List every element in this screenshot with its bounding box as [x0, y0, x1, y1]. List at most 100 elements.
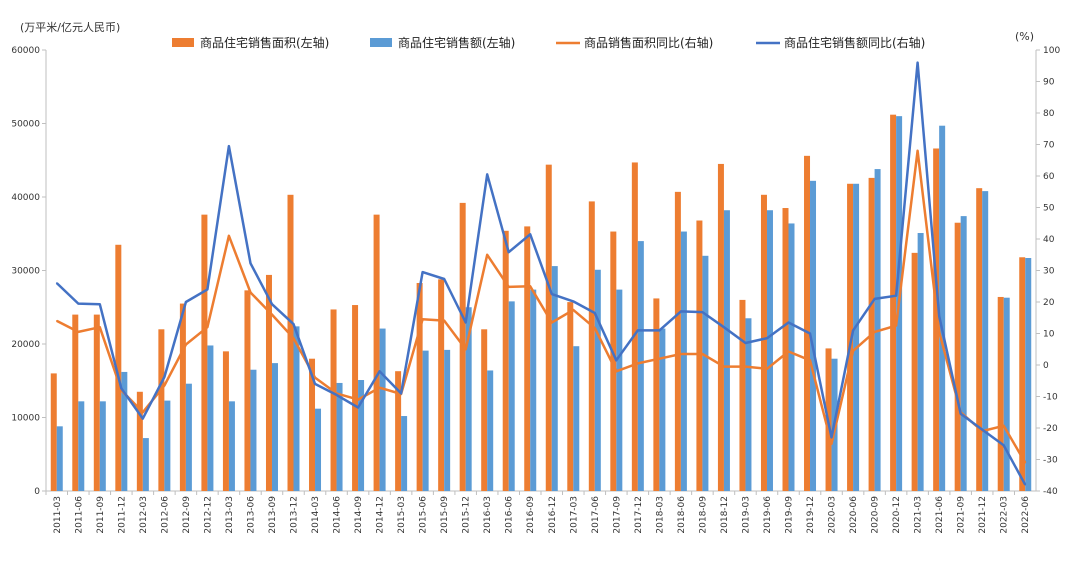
legend-item-4: 商品住宅销售额同比(右轴)	[756, 35, 925, 50]
data-point	[615, 359, 618, 362]
bar	[250, 369, 257, 491]
data-point	[464, 321, 467, 324]
right-tick-label: 0	[1043, 361, 1049, 371]
data-point	[916, 61, 919, 64]
data-point	[637, 329, 639, 332]
x-tick-label: 2017-12	[634, 496, 644, 534]
data-point	[895, 294, 897, 297]
right-tick-label: 40	[1043, 235, 1055, 245]
data-point	[873, 298, 876, 300]
bar	[265, 274, 272, 491]
bar	[616, 289, 623, 491]
x-tick-label: 2011-03	[53, 496, 63, 534]
data-point	[507, 286, 510, 288]
x-tick-label: 2019-03	[741, 496, 751, 534]
data-point	[378, 386, 381, 389]
data-point	[658, 329, 661, 332]
bar	[222, 351, 229, 491]
x-tick-label: 2011-12	[117, 496, 127, 534]
data-point	[1024, 483, 1027, 486]
bar	[179, 303, 186, 491]
data-point	[916, 150, 919, 152]
bar	[911, 252, 918, 491]
bar	[1003, 297, 1010, 491]
x-tick-label: 2017-06	[591, 496, 601, 534]
x-tick-label: 2021-09	[957, 496, 967, 534]
bar	[853, 183, 860, 491]
left-tick-label: 60000	[11, 46, 40, 56]
x-tick-label: 2019-09	[785, 496, 795, 534]
bar	[782, 208, 789, 491]
right-axis-unit: (%)	[1015, 30, 1034, 43]
data-point	[873, 331, 876, 333]
data-point	[292, 323, 295, 325]
data-point	[228, 145, 230, 147]
data-point	[1024, 461, 1027, 464]
legend-item-2: 商品住宅销售额(左轴)	[370, 35, 515, 50]
bar	[939, 125, 946, 491]
x-tick-label: 2015-03	[397, 496, 407, 534]
x-tick-label: 2014-03	[311, 496, 321, 534]
bar	[637, 241, 644, 491]
data-point	[206, 288, 209, 291]
data-point	[486, 253, 488, 256]
series-line	[56, 149, 1027, 464]
bar	[567, 302, 574, 491]
bar	[717, 163, 724, 492]
bar	[530, 289, 537, 491]
bar	[487, 370, 494, 491]
data-point	[292, 337, 295, 340]
bar	[438, 279, 445, 491]
data-point	[507, 251, 510, 254]
bar	[960, 216, 967, 492]
x-tick-label: 2013-09	[268, 496, 278, 534]
data-point	[314, 376, 316, 379]
data-point	[185, 301, 187, 303]
x-tick-label: 2020-06	[849, 496, 859, 534]
legend-item-3: 商品销售面积同比(右轴)	[556, 35, 713, 50]
bar	[395, 371, 402, 491]
x-tick-label: 2020-09	[871, 496, 881, 534]
bar	[401, 416, 408, 491]
x-tick-label: 2018-12	[720, 496, 730, 534]
bar	[702, 255, 709, 491]
left-tick-label: 50000	[11, 120, 40, 130]
data-point	[895, 324, 897, 327]
data-point	[809, 332, 811, 335]
bar	[659, 328, 666, 491]
data-point	[701, 311, 704, 313]
data-point	[680, 310, 682, 313]
x-tick-label: 2021-06	[935, 496, 945, 534]
bar	[50, 373, 57, 491]
line-series	[55, 61, 1027, 486]
data-point	[1002, 424, 1005, 427]
bar	[201, 214, 208, 491]
x-tick-label: 2015-06	[419, 496, 429, 534]
x-tick-label: 2012-09	[182, 496, 192, 534]
data-point	[723, 326, 725, 329]
data-point	[766, 367, 768, 370]
data-point	[550, 321, 553, 324]
x-tick-label: 2020-12	[892, 496, 902, 534]
x-tick-label: 2017-03	[569, 496, 579, 534]
legend-item-1: 商品住宅销售面积(左轴)	[172, 35, 329, 50]
x-axis-ticks: 2011-03 2011-06 2011-09 2011-12 2012-03 2012-…	[45, 491, 1031, 534]
data-point	[142, 417, 144, 420]
data-point	[55, 320, 58, 322]
bar	[271, 363, 278, 491]
bar	[287, 194, 294, 492]
legend: 商品住宅销售面积(左轴) 商品住宅销售额(左轴) 商品销售面积同比(右轴) 商品住宅销…	[172, 35, 925, 50]
x-tick-label: 2013-06	[246, 496, 256, 534]
bar	[136, 391, 143, 491]
x-tick-label: 2012-06	[160, 496, 170, 534]
data-point	[981, 428, 983, 431]
data-point	[680, 353, 682, 355]
bar	[745, 318, 752, 491]
legend-swatch	[172, 38, 194, 47]
bar	[373, 214, 380, 491]
data-point	[120, 387, 123, 390]
x-tick-label: 2016-12	[548, 496, 558, 534]
bar	[309, 358, 316, 491]
right-tick-label: 60	[1043, 172, 1055, 182]
data-point	[594, 327, 596, 329]
